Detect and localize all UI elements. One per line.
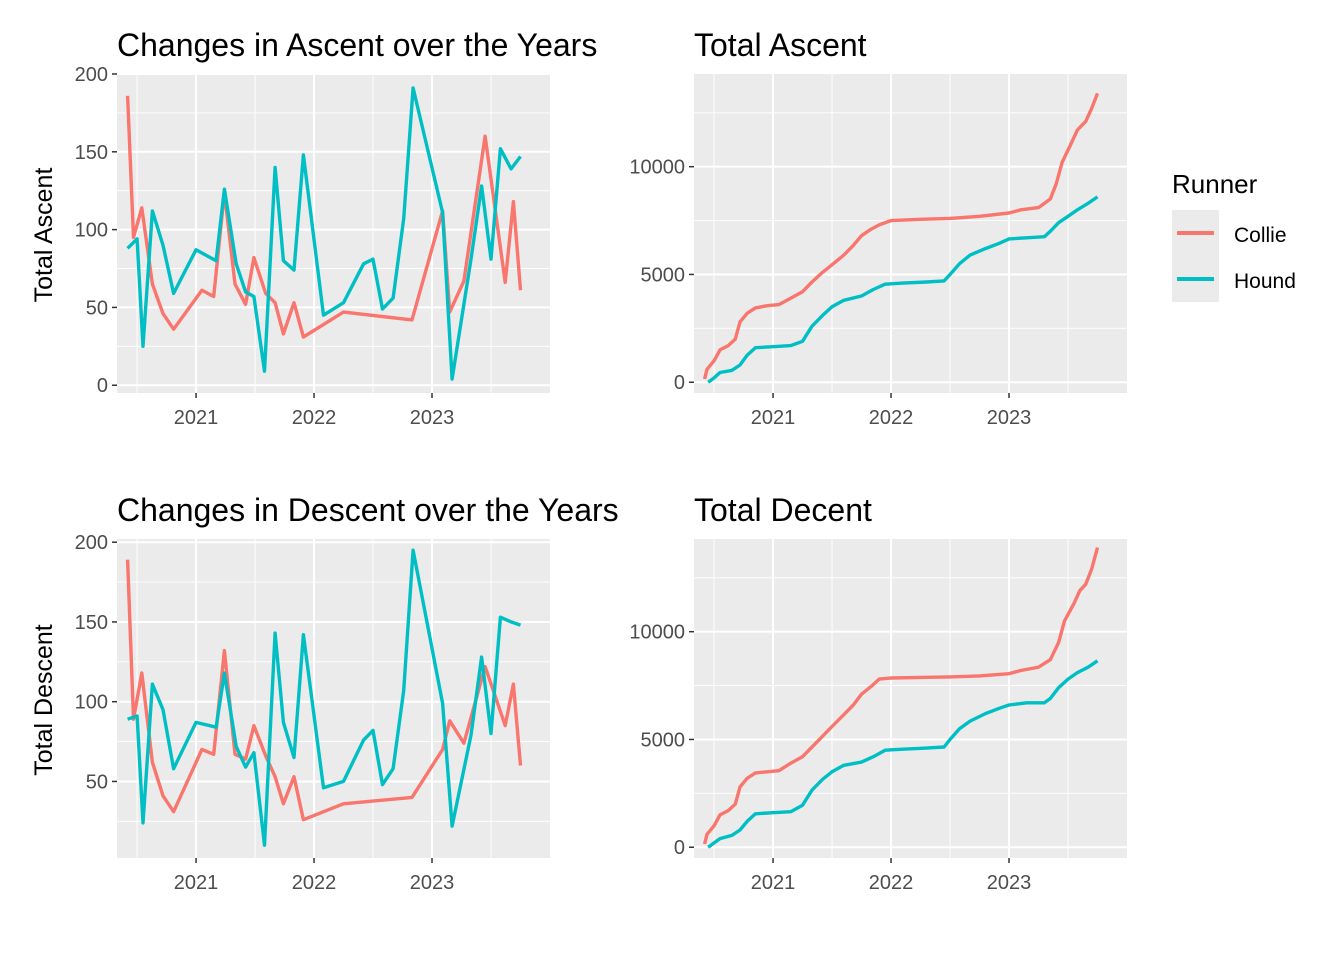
- series-line-collie: [702, 547, 1100, 845]
- x-tick-label: 2022: [869, 872, 914, 894]
- series-line-collie: [702, 92, 1100, 380]
- plot-background: [694, 74, 1127, 393]
- panel-ascent-changes: Changes in Ascent over the Years Total A…: [30, 27, 597, 429]
- chart-title: Changes in Ascent over the Years: [117, 27, 597, 63]
- y-tick-label: 10000: [629, 157, 685, 179]
- plot-background: [694, 539, 1127, 858]
- x-tick-label: 2022: [292, 407, 337, 429]
- y-tick-label: 200: [75, 64, 108, 86]
- x-tick-label: 2021: [751, 407, 796, 429]
- y-tick-label: 5000: [641, 264, 686, 286]
- legend-label-collie: Collie: [1234, 224, 1287, 247]
- x-tick-label: 2023: [410, 407, 455, 429]
- series-line-hound: [127, 548, 522, 847]
- x-tick-label: 2023: [987, 407, 1032, 429]
- x-tick-label: 2022: [869, 407, 914, 429]
- legend: Runner Collie Hound: [1172, 169, 1296, 302]
- series-line-collie: [125, 559, 523, 822]
- y-tick-label: 150: [75, 142, 108, 164]
- chart-title: Total Ascent: [694, 27, 867, 63]
- panel-descent-changes: Changes in Descent over the Years Total …: [30, 492, 619, 894]
- y-tick-label: 100: [75, 220, 108, 242]
- series-line-collie: [125, 95, 523, 339]
- plot-background: [117, 74, 550, 393]
- y-tick-label: 0: [674, 372, 685, 394]
- legend-title: Runner: [1172, 169, 1258, 199]
- series-line-hound: [707, 195, 1099, 384]
- y-axis-label: Total Descent: [30, 624, 58, 776]
- x-tick-label: 2022: [292, 872, 337, 894]
- y-tick-label: 5000: [641, 729, 686, 751]
- y-tick-label: 50: [86, 297, 108, 319]
- chart-title: Total Decent: [694, 492, 872, 528]
- x-tick-label: 2021: [174, 872, 219, 894]
- chart-title: Changes in Descent over the Years: [117, 492, 619, 528]
- series-line-hound: [126, 86, 522, 381]
- x-tick-label: 2021: [751, 872, 796, 894]
- y-tick-label: 0: [97, 375, 108, 397]
- x-tick-label: 2021: [174, 407, 219, 429]
- y-tick-label: 100: [75, 692, 108, 714]
- panel-total-descent: Total Decent 2021 2022 2023 0 5000 10000: [629, 492, 1127, 894]
- legend-label-hound: Hound: [1234, 270, 1296, 293]
- panel-total-ascent: Total Ascent 2021 2022 2023 0 5000 10000: [629, 27, 1127, 429]
- y-tick-label: 200: [75, 532, 108, 554]
- y-tick-label: 10000: [629, 622, 685, 644]
- y-axis-label: Total Ascent: [30, 168, 58, 303]
- x-tick-label: 2023: [410, 872, 455, 894]
- series-line-hound: [707, 659, 1099, 849]
- y-tick-label: 0: [674, 837, 685, 859]
- y-tick-label: 150: [75, 612, 108, 634]
- y-tick-label: 50: [86, 771, 108, 793]
- x-tick-label: 2023: [987, 872, 1032, 894]
- legend-key-background: [1172, 210, 1219, 302]
